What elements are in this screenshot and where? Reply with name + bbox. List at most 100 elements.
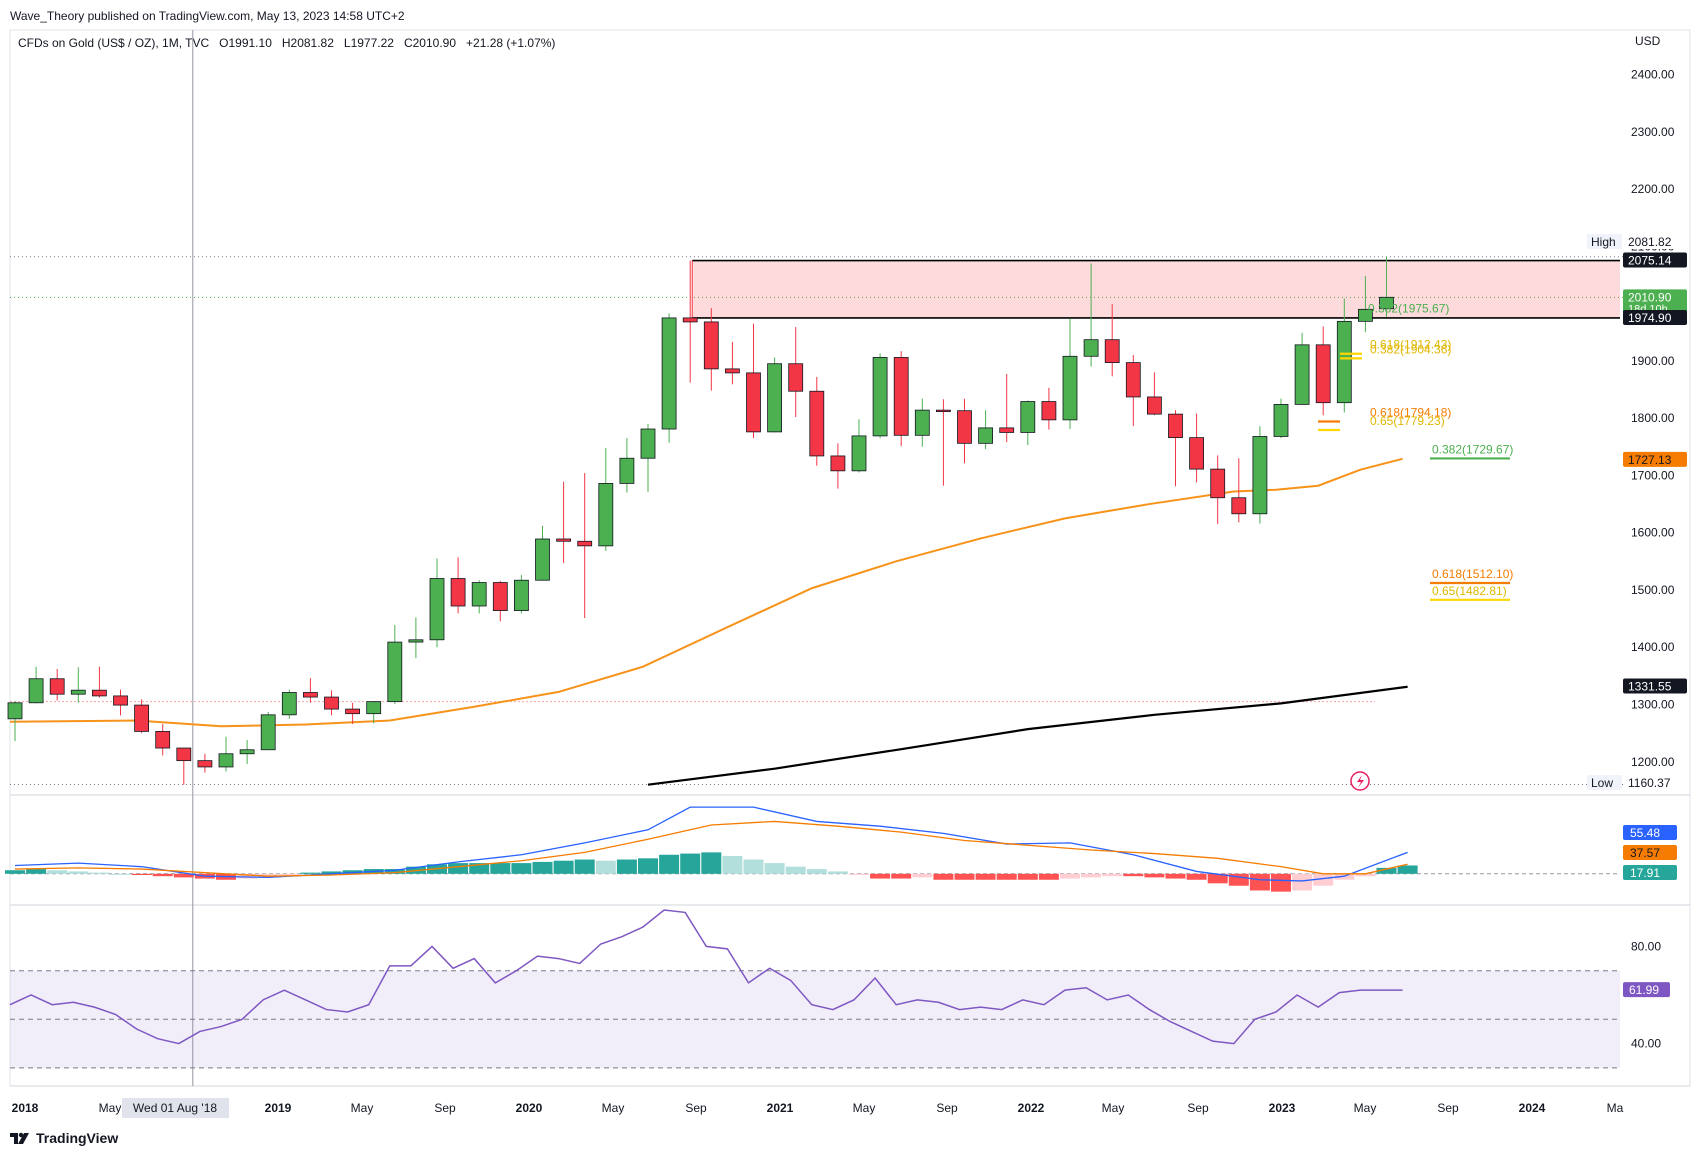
fib-level[interactable]: 0.382(1904.36) bbox=[1340, 342, 1451, 360]
rsi-badge-value: 61.99 bbox=[1629, 983, 1659, 997]
candle-2022-01[interactable] bbox=[1041, 387, 1057, 430]
candle-2021-11[interactable] bbox=[999, 374, 1015, 443]
crosshair-date-bg bbox=[122, 1098, 229, 1118]
y-tick-label: 1500.00 bbox=[1631, 583, 1675, 597]
candle-2020-01[interactable] bbox=[535, 525, 550, 581]
candle-2019-06[interactable] bbox=[387, 624, 403, 704]
candle-body bbox=[767, 363, 782, 433]
badge-bg bbox=[1623, 289, 1687, 316]
candle-2021-02[interactable] bbox=[809, 376, 825, 466]
candle-2019-08[interactable] bbox=[429, 558, 445, 648]
rsi-pane[interactable] bbox=[9, 909, 1620, 1069]
price-pane[interactable]: 0.382(1975.67) 0.618(1912.43)0.382(1904.3… bbox=[7, 29, 1691, 1087]
candle-2022-09[interactable] bbox=[1210, 455, 1226, 525]
candle-2020-02[interactable] bbox=[556, 481, 571, 564]
fib-level[interactable]: 0.382(1729.67) bbox=[1430, 442, 1513, 460]
candle-2021-05[interactable] bbox=[872, 353, 888, 439]
candle-2022-05[interactable] bbox=[1125, 355, 1141, 427]
candle-2023-02[interactable] bbox=[1315, 326, 1331, 416]
candle-2022-11[interactable] bbox=[1252, 426, 1268, 524]
candle-2019-02[interactable] bbox=[302, 678, 318, 703]
macd-histogram-bar bbox=[659, 854, 680, 874]
candle-2019-07[interactable] bbox=[408, 617, 424, 659]
candle-2022-10[interactable] bbox=[1231, 458, 1247, 523]
candle-2022-07[interactable] bbox=[1168, 410, 1183, 487]
candle-2020-04[interactable] bbox=[598, 447, 614, 552]
candle-2021-12[interactable] bbox=[1020, 400, 1036, 446]
fib-level[interactable]: 0.618(1512.10) bbox=[1430, 567, 1513, 585]
candle-body bbox=[387, 641, 403, 703]
candle-2018-10[interactable] bbox=[218, 736, 234, 772]
macd-histogram-bar bbox=[1144, 873, 1165, 878]
fib-level[interactable]: 0.65(1779.23) bbox=[1318, 414, 1445, 432]
candle-body bbox=[239, 749, 255, 755]
candle-2018-09[interactable] bbox=[197, 753, 213, 773]
candle-2018-07[interactable] bbox=[155, 723, 171, 756]
candle-2020-06[interactable] bbox=[640, 423, 656, 493]
fib-level[interactable]: 0.618(1912.43) bbox=[1340, 338, 1451, 355]
macd-histogram-bar bbox=[827, 871, 848, 874]
candle-2020-10[interactable] bbox=[725, 341, 740, 385]
candle-2020-08[interactable] bbox=[682, 260, 698, 383]
candle-2023-05[interactable] bbox=[1379, 256, 1394, 317]
candle-2020-07[interactable] bbox=[661, 313, 677, 443]
candle-2018-11[interactable] bbox=[239, 740, 255, 765]
candle-2019-11[interactable] bbox=[492, 580, 508, 622]
candle-2021-06[interactable] bbox=[893, 351, 909, 447]
candle-2022-04[interactable] bbox=[1104, 304, 1120, 377]
candle-2022-03[interactable] bbox=[1083, 263, 1099, 367]
fib-level[interactable]: 0.382(1975.67) bbox=[1368, 302, 1449, 316]
macd-pane[interactable] bbox=[5, 806, 1620, 892]
candle-2019-10[interactable] bbox=[471, 580, 487, 614]
candle-2019-01[interactable] bbox=[281, 689, 297, 719]
macd-histogram-bar bbox=[152, 873, 173, 877]
candle-2021-07[interactable] bbox=[914, 398, 930, 447]
event-marker-icon[interactable] bbox=[1350, 771, 1370, 791]
candle-2019-09[interactable] bbox=[450, 557, 466, 614]
candle-2018-12[interactable] bbox=[260, 711, 276, 751]
symbol-ohlc-legend[interactable]: CFDs on Gold (US$ / OZ), 1M, TVC O1991.1… bbox=[18, 36, 556, 50]
candle-2021-10[interactable] bbox=[978, 410, 993, 450]
candle-2018-01[interactable] bbox=[28, 666, 44, 704]
tradingview-logo[interactable]: TradingView bbox=[10, 1130, 118, 1146]
candle-2018-04[interactable] bbox=[92, 666, 107, 698]
candle-2021-04[interactable] bbox=[851, 419, 867, 473]
candle-2019-04[interactable] bbox=[345, 702, 361, 724]
candle-2020-03[interactable] bbox=[577, 473, 593, 619]
candle-2019-03[interactable] bbox=[324, 690, 339, 716]
candle-2021-08[interactable] bbox=[936, 399, 951, 486]
candle-2023-03[interactable] bbox=[1336, 298, 1352, 413]
candle-2018-03[interactable] bbox=[70, 667, 86, 703]
candle-2019-12[interactable] bbox=[514, 575, 529, 614]
candle-2018-06[interactable] bbox=[134, 699, 150, 734]
candle-2019-05[interactable] bbox=[366, 701, 382, 724]
candle-body bbox=[1231, 497, 1247, 515]
candle-2021-01[interactable] bbox=[788, 327, 804, 417]
candle-body bbox=[661, 317, 677, 430]
candle-2021-03[interactable] bbox=[830, 443, 846, 489]
fib-level[interactable]: 0.618(1794.18) bbox=[1318, 405, 1451, 423]
candle-2021-09[interactable] bbox=[957, 398, 972, 464]
candle-2018-08[interactable] bbox=[176, 747, 192, 785]
candle-2023-01[interactable] bbox=[1294, 332, 1310, 405]
candle-2018-05[interactable] bbox=[113, 689, 128, 716]
candle-2022-12[interactable] bbox=[1273, 398, 1289, 439]
candle-2023-04[interactable] bbox=[1358, 276, 1373, 333]
badge-value: 1160.37 bbox=[1628, 776, 1671, 790]
candle-2022-06[interactable] bbox=[1147, 372, 1162, 416]
candle-2022-08[interactable] bbox=[1189, 413, 1204, 483]
price-badge: 1727.13 bbox=[1623, 451, 1687, 467]
macd-histogram-bar bbox=[1397, 865, 1418, 874]
candle-2018-02[interactable] bbox=[49, 668, 65, 701]
resistance-zone[interactable] bbox=[692, 260, 1620, 318]
candle-2022-02[interactable] bbox=[1062, 318, 1078, 430]
candle-2020-05[interactable] bbox=[619, 438, 635, 493]
x-tick-label: May bbox=[99, 1101, 122, 1115]
candle-2020-09[interactable] bbox=[703, 308, 719, 391]
candle-2017-12[interactable] bbox=[7, 701, 23, 742]
candle-2020-12[interactable] bbox=[767, 357, 782, 433]
fib-level[interactable]: 0.65(1482.81) bbox=[1430, 584, 1510, 601]
candle-body bbox=[450, 578, 466, 607]
candle-2020-11[interactable] bbox=[746, 323, 761, 439]
